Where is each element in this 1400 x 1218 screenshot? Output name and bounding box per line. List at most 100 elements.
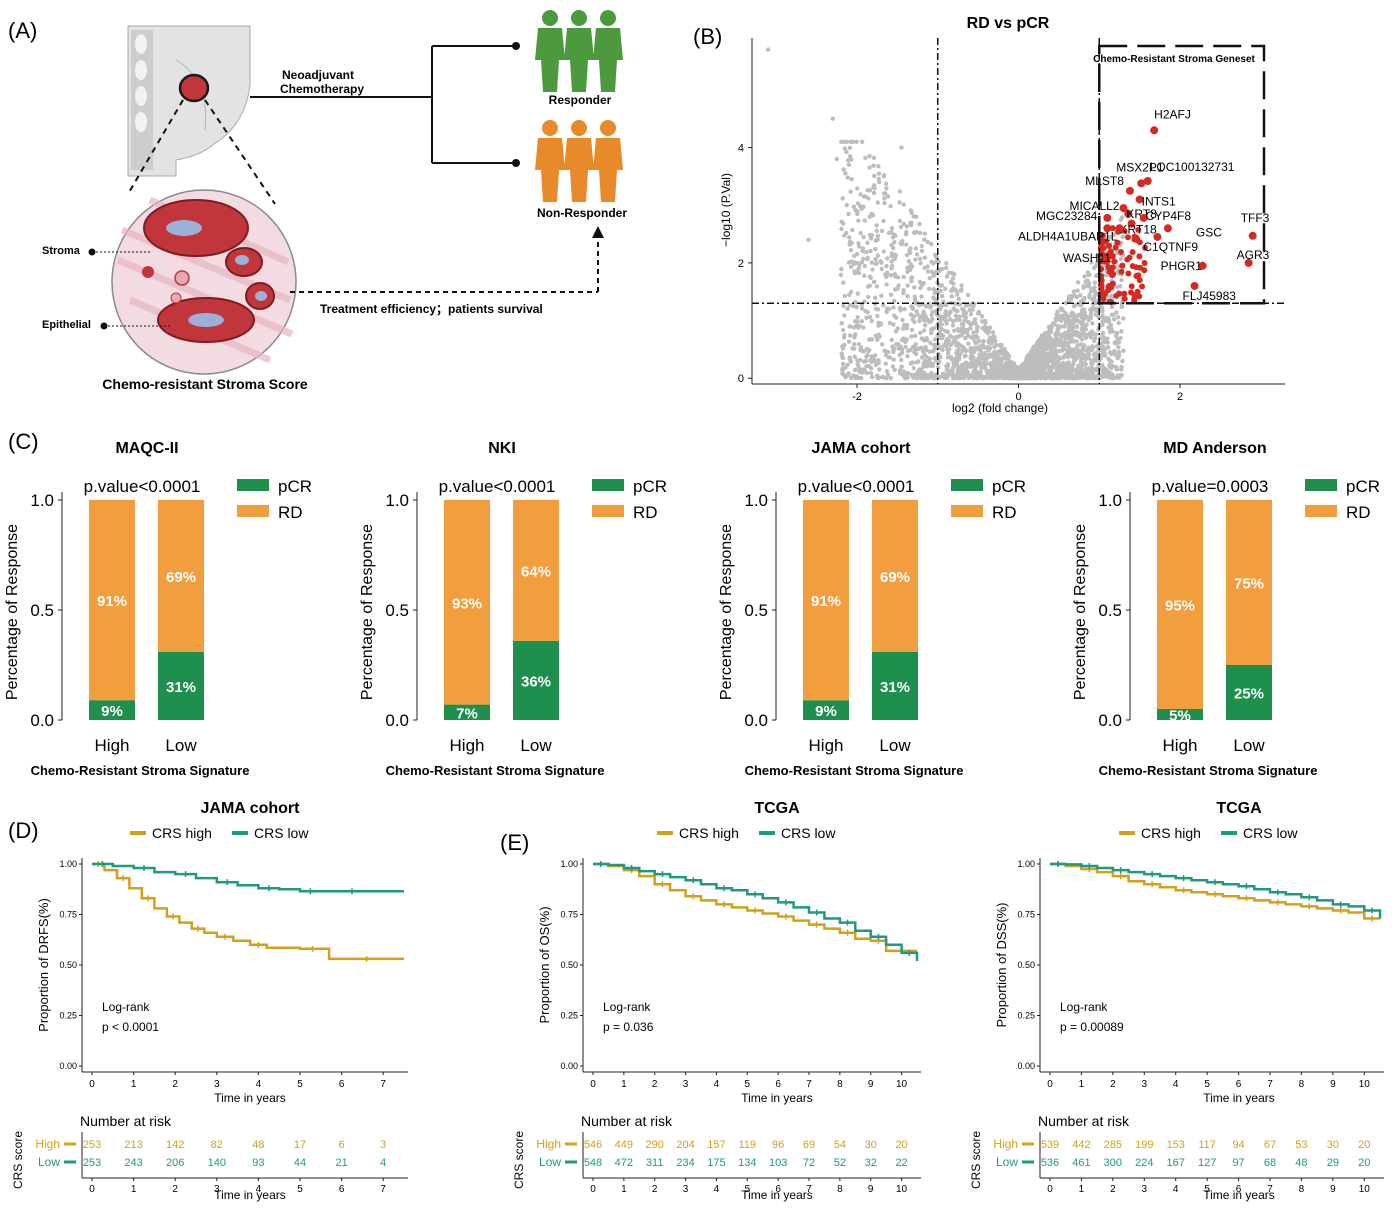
gene-point (970, 349, 975, 355)
gene-point (842, 333, 847, 338)
bar-xlabel: Chemo-Resistant Stroma Signature (31, 763, 250, 778)
pvalue-label: p.value<0.0001 (798, 477, 915, 496)
gene-point (860, 249, 865, 254)
gene-point (881, 249, 886, 254)
km-xtick-label: 10 (896, 1079, 908, 1090)
gene-point (960, 306, 965, 312)
gene-point (954, 334, 959, 340)
gene-point (953, 338, 958, 344)
gene-point (939, 322, 944, 327)
risk-count: 3 (380, 1139, 386, 1151)
gene-point (1092, 280, 1098, 285)
gene-point (1116, 354, 1122, 359)
gene-point (924, 375, 929, 380)
gene-point (1119, 304, 1125, 310)
responder-people-icon (535, 10, 623, 92)
chemotherapy-label: Chemotherapy (280, 82, 364, 96)
gene-point (1110, 364, 1115, 369)
panel-label-b: (B) (693, 24, 722, 49)
gene-point (954, 363, 960, 368)
gene-point (950, 276, 956, 281)
gene-point (1111, 375, 1117, 381)
legend-swatch (1305, 479, 1337, 491)
km-stat-label: Log-rank (603, 1000, 651, 1014)
gene-point (841, 303, 846, 309)
bar-ytick-label: 1.0 (30, 491, 54, 510)
gene-point (971, 334, 976, 339)
risk-count: 22 (895, 1157, 907, 1169)
gene-point (867, 274, 873, 279)
risk-xtick-label: 0 (1047, 1184, 1053, 1195)
gene-point (943, 309, 949, 314)
gene-point (900, 317, 905, 323)
gene-point (1087, 375, 1093, 381)
geneset-point (1119, 262, 1126, 269)
bar-ytick-label: 0.5 (30, 601, 54, 620)
risk-count: 243 (124, 1157, 142, 1169)
gene-point (972, 345, 977, 351)
gene-point (864, 370, 870, 376)
gene-point (875, 313, 880, 319)
gene-label: MGC23284 (1036, 209, 1098, 223)
risk-count: 472 (615, 1157, 633, 1169)
gene-point (883, 361, 888, 366)
km-ytick-label: 0.00 (1017, 1061, 1035, 1071)
gene-point (1053, 350, 1058, 355)
gene-point (1068, 297, 1074, 302)
gene-point-highlight (1153, 232, 1162, 241)
gene-point (840, 355, 845, 361)
km-xtick-label: 7 (806, 1079, 812, 1090)
geneset-point (1135, 272, 1142, 279)
gene-point (912, 374, 918, 379)
risk-count: 157 (707, 1139, 725, 1151)
risk-count: 17 (294, 1139, 306, 1151)
gene-point (875, 253, 881, 258)
gene-point (1024, 358, 1029, 363)
gene-point (975, 324, 980, 329)
risk-count: 442 (1072, 1139, 1090, 1151)
gene-point (950, 368, 955, 374)
gene-point (1077, 312, 1083, 317)
gene-point (995, 356, 1000, 362)
gene-point (918, 230, 923, 236)
neoadjuvant-label: Neoadjuvant (282, 68, 354, 82)
km-chart-0: JAMA cohort CRS high CRS low Proportion of … (11, 800, 408, 1202)
bar-rd (803, 500, 849, 701)
gene-point (864, 249, 869, 255)
risk-xtick-label: 2 (172, 1184, 178, 1195)
gene-point (932, 337, 938, 342)
gene-point (871, 355, 876, 360)
gene-point (863, 358, 869, 364)
bar-chart-title: MAQC-II (115, 440, 178, 457)
gene-point (841, 167, 846, 172)
km-xlabel: Time in years (1203, 1091, 1275, 1105)
gene-point (852, 335, 857, 340)
gene-point (1081, 284, 1086, 289)
gene-point (881, 191, 887, 196)
gene-point (995, 373, 1000, 379)
risk-count: 536 (1041, 1157, 1059, 1169)
gene-point (855, 260, 860, 266)
bar-pcr (513, 640, 559, 720)
gene-point (968, 312, 974, 317)
gene-point (951, 271, 956, 277)
gene-point (1086, 282, 1092, 288)
gene-point (1082, 360, 1088, 366)
gene-point (871, 190, 877, 196)
km-xtick-label: 5 (1204, 1079, 1210, 1090)
gene-point (918, 367, 924, 372)
km-ytick-label: 0.50 (1017, 960, 1035, 970)
gene-point (1118, 256, 1124, 262)
gene-point (923, 323, 928, 328)
gene-point (905, 294, 910, 299)
pvalue-label: p.value<0.0001 (439, 477, 556, 496)
pvalue-label: p.value=0.0003 (1152, 477, 1269, 496)
gene-point (896, 342, 901, 347)
gene-point (917, 303, 922, 308)
risk-count: 69 (803, 1139, 815, 1151)
gene-point (919, 336, 924, 341)
gene-point (859, 375, 864, 381)
risk-xtick-label: 6 (1236, 1184, 1242, 1195)
gene-point (888, 204, 893, 209)
gene-point (1091, 338, 1097, 344)
